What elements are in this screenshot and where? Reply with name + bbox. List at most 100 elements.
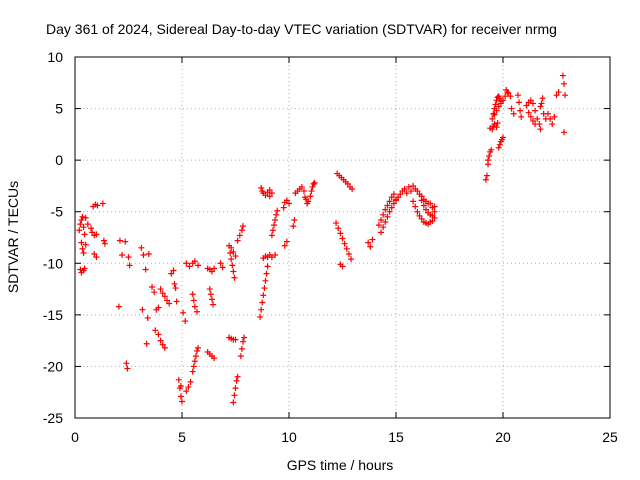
- data-point: [144, 314, 151, 321]
- data-point: [266, 187, 273, 194]
- data-point: [560, 129, 567, 136]
- data-point: [206, 286, 213, 293]
- data-point: [517, 107, 524, 114]
- data-point: [429, 204, 436, 211]
- data-point: [431, 208, 438, 215]
- data-point: [269, 227, 276, 234]
- data-point: [208, 296, 215, 303]
- data-point: [553, 92, 560, 99]
- data-point: [510, 110, 517, 117]
- x-tick-label: 20: [495, 429, 511, 445]
- data-point: [237, 353, 244, 360]
- data-point: [429, 217, 436, 224]
- data-point: [367, 243, 374, 250]
- data-point: [378, 229, 385, 236]
- data-point: [418, 197, 425, 204]
- data-point: [262, 277, 269, 284]
- data-point: [138, 244, 145, 251]
- data-point: [263, 270, 270, 277]
- data-point: [139, 306, 146, 313]
- data-point: [516, 99, 523, 106]
- data-point: [420, 202, 427, 209]
- x-tick-label: 5: [178, 429, 186, 445]
- data-point: [514, 92, 521, 99]
- data-point: [268, 254, 275, 261]
- data-point: [489, 115, 496, 122]
- data-point: [100, 237, 107, 244]
- data-point: [382, 206, 389, 213]
- data-point: [119, 252, 126, 259]
- data-point: [186, 263, 193, 270]
- data-point: [390, 200, 397, 207]
- data-point: [401, 186, 408, 193]
- data-point: [539, 95, 546, 102]
- data-point: [89, 229, 96, 236]
- data-point: [380, 224, 387, 231]
- data-point: [388, 204, 395, 211]
- data-point: [161, 344, 168, 351]
- grid: [75, 57, 610, 418]
- data-point: [262, 192, 269, 199]
- data-point: [489, 126, 496, 133]
- data-point: [234, 373, 241, 380]
- data-point: [94, 202, 101, 209]
- data-point: [126, 262, 133, 269]
- data-point: [125, 254, 132, 261]
- data-point: [291, 216, 298, 223]
- data-point: [211, 265, 218, 272]
- data-point: [375, 222, 382, 229]
- data-point: [177, 383, 184, 390]
- data-point: [483, 172, 490, 179]
- data-point: [155, 304, 162, 311]
- data-point: [283, 197, 290, 204]
- data-point: [407, 188, 414, 195]
- data-point: [232, 336, 239, 343]
- data-point: [365, 239, 372, 246]
- data-point: [422, 206, 429, 213]
- data-point: [559, 72, 566, 79]
- data-point: [500, 134, 506, 141]
- data-point: [310, 180, 317, 187]
- data-point: [219, 264, 226, 271]
- data-point: [337, 230, 344, 237]
- data-point: [195, 344, 202, 351]
- data-point: [560, 80, 567, 87]
- data-point: [230, 399, 237, 406]
- data-point: [495, 144, 502, 151]
- data-point: [258, 306, 265, 313]
- data-point: [397, 191, 404, 198]
- data-point: [78, 216, 85, 223]
- data-point: [175, 376, 182, 383]
- data-points: [76, 72, 569, 406]
- data-point: [81, 265, 88, 272]
- data-point: [170, 267, 177, 274]
- data-point: [239, 338, 246, 345]
- data-point: [230, 268, 237, 275]
- data-point: [171, 280, 178, 287]
- data-point: [185, 384, 192, 391]
- x-axis-label: GPS time / hours: [287, 457, 394, 473]
- data-point: [231, 274, 238, 281]
- data-point: [93, 231, 100, 238]
- data-point: [386, 198, 393, 205]
- data-point: [189, 291, 196, 298]
- data-point: [495, 103, 502, 110]
- x-tick-label: 0: [71, 429, 79, 445]
- data-point: [233, 377, 240, 384]
- data-point: [414, 188, 421, 195]
- data-point: [155, 331, 162, 338]
- data-point: [544, 110, 551, 117]
- data-point: [152, 327, 159, 334]
- data-point: [173, 298, 180, 305]
- data-point: [344, 180, 351, 187]
- data-point: [268, 232, 275, 239]
- data-point: [191, 358, 198, 365]
- data-point: [82, 214, 89, 221]
- data-point: [187, 378, 194, 385]
- data-point: [157, 286, 164, 293]
- data-point: [410, 198, 417, 205]
- data-point: [532, 107, 539, 114]
- data-point: [339, 263, 346, 270]
- data-point: [80, 249, 87, 256]
